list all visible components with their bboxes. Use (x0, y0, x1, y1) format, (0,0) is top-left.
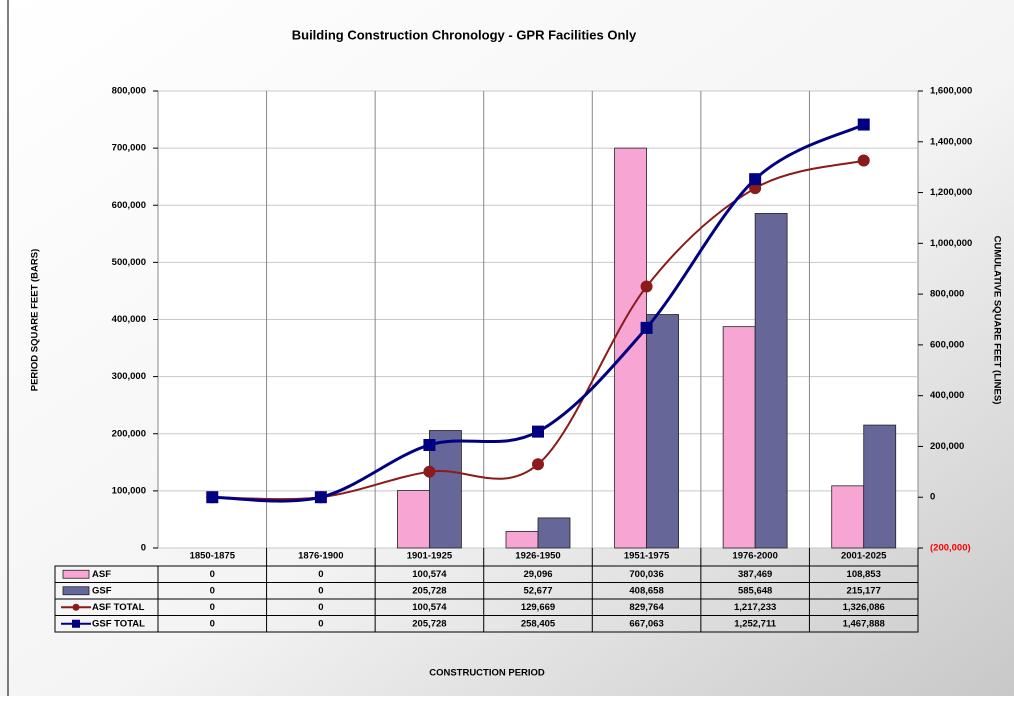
y-tick-label: 300,000 (112, 371, 146, 382)
table-cell: 0 (210, 618, 215, 629)
marker (640, 321, 653, 334)
marker (532, 425, 544, 438)
bar (397, 490, 430, 549)
y-tick-label: 700,000 (112, 143, 146, 154)
marker (423, 438, 436, 451)
legend-swatch (62, 569, 90, 579)
bar (754, 213, 788, 549)
table-cell: 258,405 (521, 618, 556, 629)
table-cell: 205,728 (412, 585, 446, 596)
y2-tick-label: 1,600,000 (930, 86, 972, 97)
y-axis-title: PERIOD SQUARE FEET (BARS) (30, 249, 41, 392)
y2-tick-label: (200,000) (930, 543, 971, 554)
table-cell: 1,252,711 (734, 618, 776, 629)
bar (722, 326, 756, 549)
x-tick-label: 2001-2025 (841, 551, 887, 562)
marker (640, 280, 653, 293)
y-tick-label: 600,000 (112, 200, 146, 211)
table-cell: 408,658 (629, 585, 663, 596)
legend-label: GSF (92, 585, 112, 596)
bar (863, 424, 897, 549)
y-tick-label: 800,000 (112, 86, 146, 97)
table-cell: 29,096 (523, 569, 552, 580)
x-tick-label: 1926-1950 (515, 551, 560, 562)
bar (646, 314, 679, 549)
bar (505, 530, 539, 549)
table-cell: 1,467,888 (843, 618, 885, 629)
x-tick-label: 1951-1975 (624, 551, 670, 562)
table-cell: 0 (210, 569, 215, 580)
table-cell: 829,764 (629, 602, 664, 613)
table-cell: 108,853 (847, 569, 881, 580)
y2-tick-label: 400,000 (930, 390, 964, 401)
legend-marker (72, 603, 80, 611)
x-tick-label: 1876-1900 (298, 551, 343, 562)
table-cell: 1,326,086 (843, 602, 885, 613)
y-tick-label: 400,000 (112, 314, 146, 325)
chart-title: Building Construction Chronology - GPR F… (292, 27, 637, 42)
table-cell: 700,036 (629, 569, 663, 580)
table-cell: 0 (210, 585, 215, 596)
bar (537, 517, 571, 549)
table-cell: 52,677 (523, 585, 552, 596)
legend-label: GSF TOTAL (92, 618, 145, 629)
marker (423, 465, 436, 478)
y2-tick-label: 800,000 (930, 289, 964, 300)
marker (857, 118, 870, 131)
legend-marker (72, 619, 80, 628)
y-tick-label: 100,000 (112, 485, 146, 496)
legend-label: ASF (92, 569, 111, 580)
table-cell: 585,648 (738, 585, 772, 596)
table-cell: 667,063 (629, 618, 663, 629)
bar (831, 485, 865, 549)
y-tick-label: 0 (141, 543, 146, 554)
y2-tick-label: 200,000 (930, 441, 964, 452)
marker (532, 458, 544, 471)
table-cell: 129,669 (521, 602, 555, 613)
table-cell: 0 (318, 602, 323, 613)
table-cell: 0 (318, 618, 323, 629)
marker (206, 491, 219, 504)
marker (749, 173, 762, 186)
y2-axis-title: CUMULATIVE SQUARE FEET (LINES) (991, 236, 1002, 405)
y2-tick-label: 600,000 (930, 339, 964, 350)
marker (314, 491, 327, 504)
y2-tick-label: 1,000,000 (930, 238, 972, 249)
y-tick-label: 200,000 (112, 428, 146, 439)
y2-tick-label: 0 (930, 492, 935, 503)
table-cell: 1,217,233 (734, 602, 776, 613)
y-tick-label: 500,000 (112, 257, 146, 268)
table-cell: 387,469 (738, 569, 772, 580)
table-cell: 0 (318, 585, 323, 596)
table-cell: 215,177 (847, 585, 881, 596)
legend-label: ASF TOTAL (92, 602, 145, 613)
marker (749, 182, 762, 195)
legend-swatch (62, 586, 90, 596)
table-cell: 0 (318, 569, 323, 580)
marker (857, 154, 870, 167)
table-cell: 0 (210, 602, 215, 613)
table-cell: 100,574 (412, 602, 447, 613)
x-tick-label: 1901-1925 (407, 551, 453, 562)
y2-tick-label: 1,200,000 (930, 187, 972, 198)
table-cell: 205,728 (412, 618, 446, 629)
x-axis-title: CONSTRUCTION PERIOD (429, 668, 545, 679)
table-cell: 100,574 (412, 569, 447, 580)
y2-tick-label: 1,400,000 (930, 136, 972, 147)
x-tick-label: 1850-1875 (190, 551, 236, 562)
x-tick-label: 1976-2000 (732, 551, 777, 562)
